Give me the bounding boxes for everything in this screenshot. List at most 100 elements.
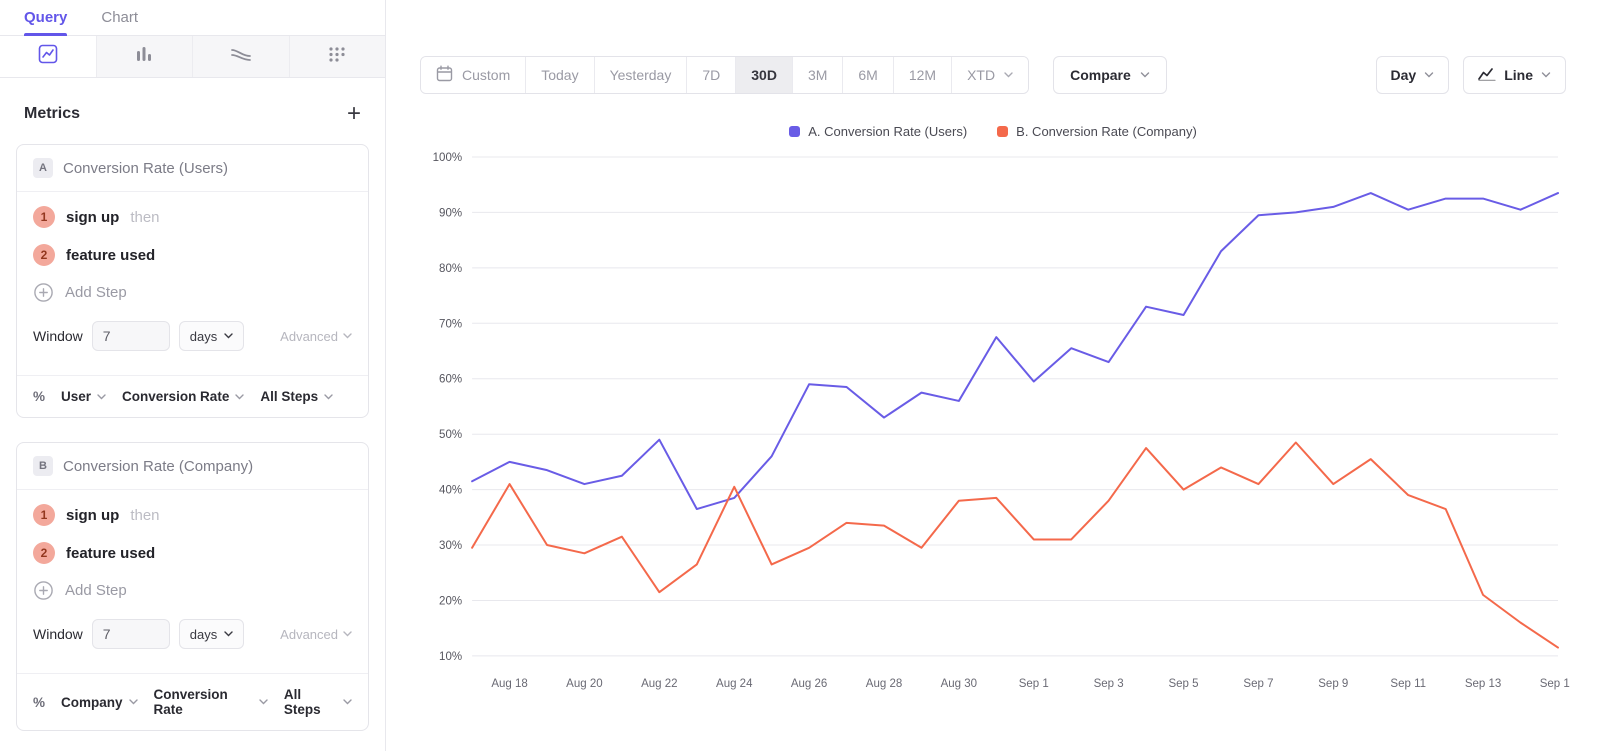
viz-tab-bar-chart[interactable] xyxy=(97,35,193,77)
range-label: 12M xyxy=(908,67,937,83)
range-12m-button[interactable]: 12M xyxy=(893,57,953,93)
viz-tab-flow[interactable] xyxy=(193,35,290,77)
x-axis-label: Aug 18 xyxy=(491,678,527,690)
steps-scope-select[interactable]: All Steps xyxy=(260,389,333,404)
range-3m-button[interactable]: 3M xyxy=(792,57,844,93)
range-label: Today xyxy=(541,67,579,83)
entity-label: User xyxy=(61,389,92,404)
legend-label-b: B. Conversion Rate (Company) xyxy=(1016,124,1197,139)
metric-card-a-header[interactable]: A Conversion Rate (Users) xyxy=(17,145,368,192)
chart-panel: Custom Today Yesterday 7D 30D 3M 6M 12M … xyxy=(386,0,1600,751)
range-today-button[interactable]: Today xyxy=(526,57,595,93)
chevron-down-icon xyxy=(224,333,233,339)
advanced-toggle[interactable]: Advanced xyxy=(280,329,352,344)
tab-query[interactable]: Query xyxy=(24,0,68,36)
metric-card-b-footer: % Company Conversion Rate All Steps xyxy=(17,673,368,730)
x-axis-label: Sep 1 xyxy=(1019,678,1049,690)
window-unit-label: days xyxy=(189,626,218,642)
chart-type-button[interactable]: Line xyxy=(1463,56,1566,94)
chevron-down-icon xyxy=(1541,72,1551,78)
chevron-down-icon xyxy=(343,699,352,705)
add-metric-button[interactable]: + xyxy=(346,100,361,127)
legend-swatch-b xyxy=(997,126,1009,137)
compare-button[interactable]: Compare xyxy=(1053,56,1167,94)
line-chart-icon xyxy=(1478,67,1496,84)
window-row: Window days Advanced xyxy=(33,609,352,661)
y-axis-label: 40% xyxy=(439,485,462,497)
metric-card-a: A Conversion Rate (Users) 1 sign up then… xyxy=(16,144,369,418)
viz-tab-grid[interactable] xyxy=(290,36,386,77)
metric-card-a-body: 1 sign up then 2 feature used Add Step W xyxy=(17,192,368,375)
window-unit-label: days xyxy=(189,328,218,344)
y-axis-label: 80% xyxy=(439,263,462,275)
metrics-title: Metrics xyxy=(24,105,81,122)
funnel-step-2[interactable]: 2 feature used xyxy=(33,534,352,572)
chevron-down-icon xyxy=(324,393,333,399)
step-suffix: then xyxy=(130,208,160,226)
add-step-button[interactable]: Add Step xyxy=(33,274,352,311)
metrics-header: Metrics + xyxy=(0,78,385,140)
granularity-button[interactable]: Day xyxy=(1375,56,1450,94)
conversion-line-chart: 10% 20% 30% 40% 50% 60% 70% 80% 90% 100% Aug 18 Aug… xyxy=(433,152,1570,690)
dots-grid-icon xyxy=(327,44,347,69)
metric-badge-a: A xyxy=(33,158,53,178)
x-axis-label: Sep 13 xyxy=(1465,678,1501,690)
legend-item-b[interactable]: B. Conversion Rate (Company) xyxy=(997,124,1197,139)
metric-card-b: B Conversion Rate (Company) 1 sign up th… xyxy=(16,442,369,731)
percent-icon[interactable]: % xyxy=(33,389,46,404)
chevron-down-icon xyxy=(1425,72,1434,78)
series-line-b[interactable] xyxy=(471,441,1559,649)
advanced-label: Advanced xyxy=(280,626,338,642)
x-axis-label: Sep 9 xyxy=(1318,678,1348,690)
steps-scope-select[interactable]: All Steps xyxy=(284,687,352,717)
x-axis-label: Aug 28 xyxy=(866,678,902,690)
bar-chart-icon xyxy=(134,44,154,69)
range-custom-button[interactable]: Custom xyxy=(421,57,527,93)
range-30d-button[interactable]: 30D xyxy=(736,57,793,93)
tab-chart[interactable]: Chart xyxy=(101,8,139,26)
percent-icon[interactable]: % xyxy=(33,694,46,710)
toolbar-right: Day Line xyxy=(1375,56,1566,94)
legend-item-a[interactable]: A. Conversion Rate (Users) xyxy=(789,124,967,139)
window-value-input[interactable] xyxy=(91,619,170,649)
entity-select[interactable]: User xyxy=(61,389,106,404)
line-chart-box-icon xyxy=(38,44,58,69)
window-value-input[interactable] xyxy=(91,321,170,351)
window-unit-select[interactable]: days xyxy=(178,321,245,351)
entity-select[interactable]: Company xyxy=(61,695,138,710)
sidebar-tab-bar: Query Chart xyxy=(0,0,385,36)
funnel-step-1[interactable]: 1 sign up then xyxy=(33,496,352,534)
add-step-button[interactable]: Add Step xyxy=(33,572,352,609)
measure-select[interactable]: Conversion Rate xyxy=(154,687,268,717)
range-xtd-button[interactable]: XTD xyxy=(952,57,1029,93)
range-7d-button[interactable]: 7D xyxy=(687,57,737,93)
y-axis-label: 100% xyxy=(433,152,462,164)
metric-card-b-header[interactable]: B Conversion Rate (Company) xyxy=(17,443,368,490)
calendar-icon xyxy=(436,65,453,85)
measure-select[interactable]: Conversion Rate xyxy=(122,389,245,404)
chevron-down-icon xyxy=(1140,72,1149,78)
funnel-step-2[interactable]: 2 feature used xyxy=(33,236,352,274)
window-unit-select[interactable]: days xyxy=(178,619,245,649)
advanced-toggle[interactable]: Advanced xyxy=(280,627,352,642)
range-6m-button[interactable]: 6M xyxy=(843,57,894,93)
x-axis-label: Aug 26 xyxy=(791,678,827,690)
chart-area: 10% 20% 30% 40% 50% 60% 70% 80% 90% 100% Aug 18 Aug… xyxy=(386,145,1600,700)
viz-tab-line-chart[interactable] xyxy=(0,35,97,77)
range-label: Yesterday xyxy=(609,67,672,83)
x-axis-label: Aug 20 xyxy=(566,678,602,690)
chevron-down-icon xyxy=(343,333,352,339)
step-suffix: then xyxy=(130,506,160,524)
series-line-a[interactable] xyxy=(471,192,1559,511)
step-label: sign up xyxy=(66,208,120,226)
flow-sankey-icon xyxy=(230,44,252,69)
step-label: feature used xyxy=(66,544,156,562)
range-yesterday-button[interactable]: Yesterday xyxy=(594,57,688,93)
funnel-step-1[interactable]: 1 sign up then xyxy=(33,198,352,236)
visualization-type-strip xyxy=(0,35,386,78)
x-axis-label: Aug 22 xyxy=(641,678,677,690)
measure-label: Conversion Rate xyxy=(122,389,230,404)
range-label: 3M xyxy=(807,67,828,83)
metric-title-a: Conversion Rate (Users) xyxy=(63,159,229,177)
